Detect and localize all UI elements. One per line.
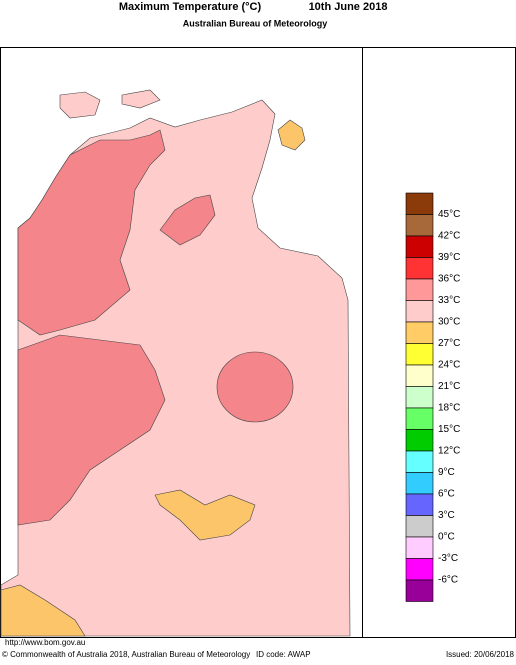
legend-label: 12°C xyxy=(438,446,460,457)
legend-swatch xyxy=(405,579,434,602)
legend-label: 42°C xyxy=(438,231,460,242)
legend-swatch xyxy=(405,278,434,301)
legend-swatch xyxy=(405,407,434,430)
warm-region xyxy=(159,194,216,246)
warm-region xyxy=(216,351,294,423)
title: Maximum Temperature (°C) xyxy=(119,1,262,13)
legend-swatch xyxy=(405,364,434,387)
warm-region xyxy=(17,334,166,526)
legend-swatch xyxy=(405,343,434,366)
issued: Issued: 20/06/2018 xyxy=(446,650,515,659)
legend-swatch xyxy=(405,214,434,237)
hot-region xyxy=(277,119,306,151)
legend-label: 24°C xyxy=(438,360,460,371)
date: 10th June 2018 xyxy=(309,1,388,13)
island xyxy=(121,89,161,109)
legend-swatch xyxy=(405,321,434,344)
url: http://www.bom.gov.au xyxy=(5,638,85,647)
legend-swatch xyxy=(405,386,434,409)
hot-region xyxy=(0,584,86,637)
subtitle: Australian Bureau of Meteorology xyxy=(183,18,328,28)
legend-swatch xyxy=(405,300,434,323)
legend-swatch xyxy=(405,257,434,280)
legend: 45°C 42°C 39°C 36°C 33°C 30°C 27°C 24°C 21°C 18°C… xyxy=(405,192,460,602)
legend-swatch xyxy=(405,235,434,258)
legend-swatch xyxy=(405,493,434,516)
legend-label: 27°C xyxy=(438,338,460,349)
legend-label: 21°C xyxy=(438,381,460,392)
legend-label: -6°C xyxy=(438,575,458,586)
legend-swatch xyxy=(405,429,434,452)
legend-swatch xyxy=(405,515,434,538)
legend-label: 30°C xyxy=(438,317,460,328)
legend-swatch xyxy=(405,536,434,559)
id-code: ID code: AWAP xyxy=(256,650,311,659)
legend-swatch xyxy=(405,450,434,473)
legend-label: -3°C xyxy=(438,553,458,564)
legend-label: 33°C xyxy=(438,295,460,306)
legend-label: 15°C xyxy=(438,424,460,435)
legend-label: 36°C xyxy=(438,274,460,285)
legend-label: 45°C xyxy=(438,209,460,220)
legend-label: 18°C xyxy=(438,403,460,414)
map xyxy=(0,47,363,638)
legend-swatch xyxy=(405,192,434,215)
legend-swatch xyxy=(405,558,434,581)
legend-label: 9°C xyxy=(438,467,455,478)
legend-swatch xyxy=(405,472,434,495)
legend-label: 6°C xyxy=(438,489,455,500)
copyright: © Commonwealth of Australia 2018, Austra… xyxy=(2,650,250,659)
legend-label: 0°C xyxy=(438,532,455,543)
legend-label: 3°C xyxy=(438,510,455,521)
hot-region xyxy=(154,489,256,541)
warm-region xyxy=(17,129,166,336)
island xyxy=(59,91,101,119)
legend-label: 39°C xyxy=(438,252,460,263)
